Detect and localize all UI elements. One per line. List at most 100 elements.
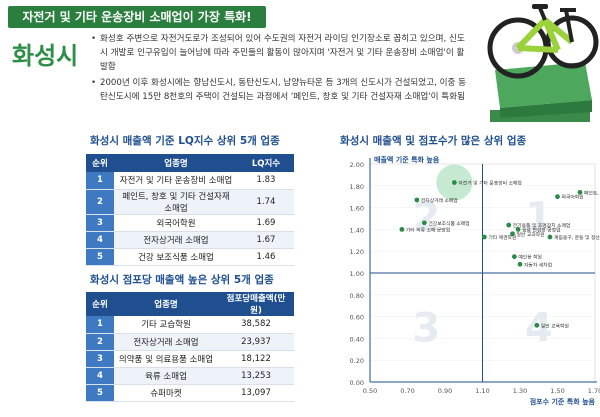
y-tick-label: 1.80 xyxy=(350,183,364,191)
scatter-chart: 123 40.000.200.400.600.801.001.201.401.60… xyxy=(350,155,600,406)
name-cell: 기타 교습학원 xyxy=(114,316,218,334)
x-tick-label: 0.90 xyxy=(438,387,452,395)
rank-cell: 4 xyxy=(86,367,114,385)
col-rank: 순위 xyxy=(86,154,114,172)
x-tick-label: 0.50 xyxy=(363,387,377,395)
rank-cell: 1 xyxy=(86,172,114,190)
name-cell: 페인트, 창호 및 기타 건설자재 소매업 xyxy=(114,189,238,215)
point-label: 전기용품 및 조명장치 소매업 xyxy=(513,222,571,229)
point-label: 전자상거래 소매업 xyxy=(421,197,458,204)
city-name: 화성시 xyxy=(12,42,79,70)
value-cell: 18,122 xyxy=(218,350,294,368)
rank-cell: 1 xyxy=(86,316,114,334)
point-label: 음료 면섭장 공정업 xyxy=(522,226,560,233)
value-cell: 13,253 xyxy=(218,367,294,385)
table-row: 1 기타 교습학원 38,582 xyxy=(86,316,294,334)
quadrant-label: 1 xyxy=(525,195,553,241)
value-cell: 1.69 xyxy=(238,214,294,232)
value-cell: 38,582 xyxy=(218,316,294,334)
intro-list: 화성호 주변으로 자전거도로가 조성되어 있어 수도권의 자전거 라이딩 인기장… xyxy=(91,32,469,106)
point-label: 일반 교육학원 xyxy=(541,322,569,329)
y-tick-label: 0.80 xyxy=(350,292,364,300)
col-name: 업종명 xyxy=(114,292,218,316)
name-cell: 자전거 및 기타 운송장비 소매업 xyxy=(114,172,238,190)
data-point xyxy=(534,322,540,328)
table-row: 5 슈퍼마켓 13,097 xyxy=(86,384,294,402)
value-cell: 1.83 xyxy=(238,172,294,190)
rank-cell: 3 xyxy=(86,214,114,232)
chart-section-title: 화성시 매출액 및 점포수가 많은 상위 업종 xyxy=(340,135,527,147)
table-row: 4 육류 소매업 13,253 xyxy=(86,367,294,385)
data-point xyxy=(421,220,427,226)
x-tick-label: 1.70 xyxy=(588,387,600,395)
y-tick-label: 1.40 xyxy=(350,226,364,234)
point-label: 자동차 세차업 xyxy=(524,261,552,268)
data-point xyxy=(547,234,553,240)
rank-cell: 2 xyxy=(86,333,114,351)
table-row: 5 건강 보조식품 소매업 1.46 xyxy=(86,248,294,266)
y-tick-label: 0.60 xyxy=(350,314,364,322)
table-row: 3 외국어학원 1.69 xyxy=(86,214,294,232)
name-cell: 육류 소매업 xyxy=(114,367,218,385)
rank-cell: 5 xyxy=(86,248,114,266)
data-point xyxy=(451,180,457,185)
bicycle-illustration xyxy=(487,4,599,122)
col-name: 업종명 xyxy=(114,154,238,172)
y-tick-label: 2.00 xyxy=(350,161,364,169)
y-tick-label: 0.00 xyxy=(350,379,364,387)
y-tick-label: 1.00 xyxy=(350,270,364,278)
intro-item: 화성호 주변으로 자전거도로가 조성되어 있어 수도권의 자전거 라이딩 인기장… xyxy=(91,32,469,74)
x-tick-label: 1.30 xyxy=(513,387,527,395)
x-axis-label: 점포수 기준 특화 높음 xyxy=(530,397,596,406)
point-label: 자전거 및 기타 운송장비 소매업 xyxy=(458,180,521,187)
name-cell: 슈퍼마켓 xyxy=(114,384,218,402)
y-tick-label: 0.20 xyxy=(350,357,364,365)
data-point xyxy=(399,227,405,232)
quadrant-label: 3 xyxy=(412,306,440,352)
name-cell: 전자상거래 소매업 xyxy=(114,333,218,351)
value-cell: 1.46 xyxy=(238,248,294,266)
data-point xyxy=(481,234,487,240)
table-row: 4 전자상거래 소매업 1.67 xyxy=(86,231,294,249)
data-point xyxy=(511,254,517,260)
col-value: LQ지수 xyxy=(238,154,294,172)
lq-section-title: 화성시 매출액 기준 LQ지수 상위 5개 업종 xyxy=(90,135,280,147)
rank-cell: 3 xyxy=(86,350,114,368)
name-cell: 건강 보조식품 소매업 xyxy=(114,248,238,266)
data-point xyxy=(515,227,521,232)
name-cell: 외국어학원 xyxy=(114,214,238,232)
value-cell: 13,097 xyxy=(218,384,294,402)
x-tick-label: 1.10 xyxy=(475,387,489,395)
value-cell: 23,937 xyxy=(218,333,294,351)
value-cell: 1.74 xyxy=(238,189,294,215)
table-row: 1 자전거 및 기타 운송장비 소매업 1.83 xyxy=(86,172,294,190)
point-label: 외국어학원 xyxy=(562,194,584,201)
rank-cell: 4 xyxy=(86,231,114,249)
data-point xyxy=(414,197,420,203)
y-tick-label: 0.40 xyxy=(350,335,364,343)
data-point xyxy=(555,194,560,200)
name-cell: 전자상거래 소매업 xyxy=(114,231,238,249)
rank-cell: 5 xyxy=(86,384,114,402)
quadrant-label: 4 xyxy=(525,306,553,352)
value-cell: 1.67 xyxy=(238,231,294,249)
x-tick-label: 0.70 xyxy=(400,387,414,395)
table-row: 2 전자상거래 소매업 23,937 xyxy=(86,333,294,351)
y-axis-label: 매출액 기준 특화 높음 xyxy=(374,155,440,164)
data-point xyxy=(577,189,583,195)
y-tick-label: 1.20 xyxy=(350,248,364,256)
point-label: 페인트, 창호 및 기타 건설자재 소매업 xyxy=(584,189,600,196)
table-row: 3 의약품 및 의료용품 소매업 18,122 xyxy=(86,350,294,368)
col-value: 점포당매출액(만원) xyxy=(218,292,294,316)
data-point xyxy=(510,231,515,237)
data-point xyxy=(517,261,523,267)
headline-banner: 자전거 및 기타 운송장비 소매업이 가장 특화! xyxy=(8,6,266,28)
name-cell: 의약품 및 의료용품 소매업 xyxy=(114,350,218,368)
intro-item: 2000년 이후 화성시에는 향남신도시, 동탄신도시, 남양뉴타운 등 3개의… xyxy=(91,76,469,104)
x-tick-label: 1.50 xyxy=(550,387,564,395)
data-point xyxy=(506,222,512,228)
point-label: 건강보조식품 소매업 xyxy=(428,220,469,227)
table-row: 2 페인트, 창호 및 기타 건설자재 소매업 1.74 xyxy=(86,189,294,215)
point-label: 기타 의류 소매 문방업 xyxy=(406,226,450,233)
point-label: 일반 교과학원 xyxy=(517,231,545,238)
